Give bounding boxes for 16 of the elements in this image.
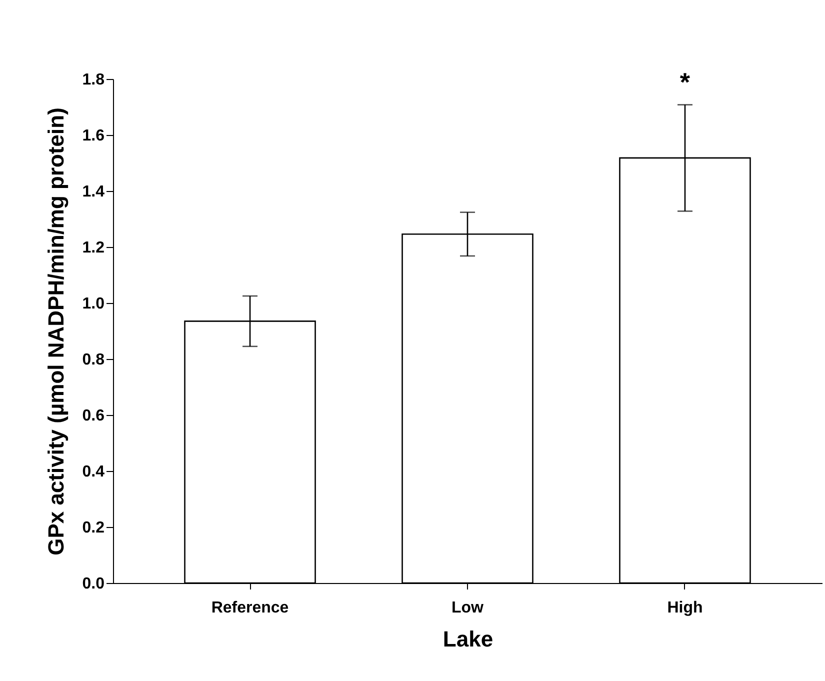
- x-axis-title: Lake: [442, 626, 494, 652]
- x-tick-label: Reference: [211, 600, 289, 616]
- x-tick-label: Low: [452, 600, 484, 616]
- y-tick-label: 1.2: [82, 240, 105, 256]
- y-tick-label: 0.0: [82, 576, 105, 592]
- x-tick-label: High: [667, 600, 703, 616]
- y-tick-label: 0.8: [82, 352, 105, 368]
- y-tick-label: 0.2: [82, 520, 105, 536]
- y-tick-label: 0.4: [82, 464, 105, 480]
- annotation: *: [680, 67, 691, 98]
- y-tick-label: 1.0: [82, 296, 105, 312]
- y-axis-title: GPx activity (µmol NADPH/min/mg protein): [43, 108, 68, 556]
- y-tick-label: 1.8: [82, 72, 105, 88]
- y-tick-label: 1.4: [82, 184, 105, 200]
- y-tick-label: 1.6: [82, 128, 105, 144]
- y-tick-label: 0.6: [82, 408, 105, 424]
